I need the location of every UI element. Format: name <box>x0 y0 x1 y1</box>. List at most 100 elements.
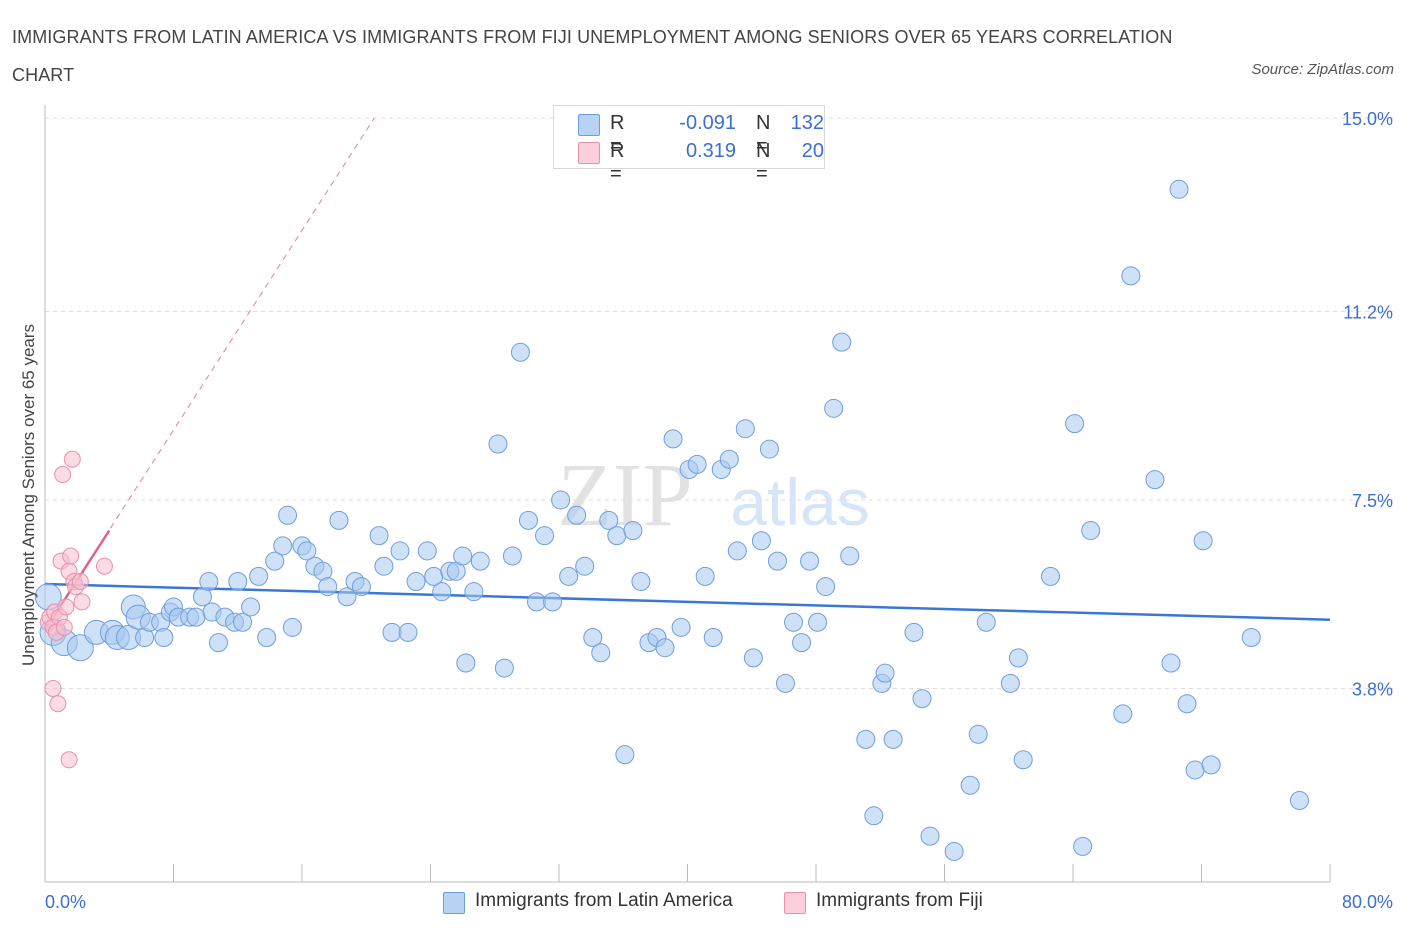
point-latin-america <box>1177 694 1197 714</box>
point-latin-america <box>282 617 302 637</box>
point-latin-america <box>599 510 619 530</box>
point-latin-america <box>1161 653 1181 673</box>
source-credit: Source: ZipAtlas.com <box>1251 61 1394 78</box>
point-latin-america <box>583 628 603 648</box>
bottom-legend-swatch-fiji <box>784 892 806 914</box>
point-latin-america <box>800 551 820 571</box>
point-latin-america <box>687 454 707 474</box>
y-tick-label: 11.2% <box>1343 303 1393 323</box>
point-latin-america <box>904 622 924 642</box>
point-latin-america <box>968 724 988 744</box>
point-fiji <box>55 618 73 636</box>
point-latin-america <box>976 612 996 632</box>
r-value: 0.319 <box>685 140 736 162</box>
point-latin-america <box>1081 521 1101 541</box>
point-latin-america <box>510 342 530 362</box>
point-latin-america <box>208 633 228 653</box>
point-latin-america <box>543 592 563 612</box>
point-latin-america <box>663 429 683 449</box>
r-label: R = <box>610 112 625 157</box>
point-latin-america <box>228 571 248 591</box>
point-latin-america <box>278 505 298 525</box>
bottom-legend-label: Immigrants from Latin America <box>475 890 733 911</box>
point-latin-america <box>535 526 555 546</box>
point-latin-america <box>488 434 508 454</box>
point-latin-america <box>727 541 747 561</box>
point-latin-america <box>154 628 174 648</box>
point-latin-america <box>1201 755 1221 775</box>
point-latin-america <box>464 582 484 602</box>
point-latin-america <box>703 628 723 648</box>
point-latin-america <box>432 582 452 602</box>
point-latin-america <box>390 541 410 561</box>
point-latin-america <box>1008 648 1028 668</box>
point-latin-america <box>743 648 763 668</box>
point-latin-america <box>456 653 476 673</box>
point-latin-america <box>695 566 715 586</box>
point-latin-america <box>808 612 828 632</box>
point-latin-america <box>551 490 571 510</box>
point-latin-america <box>671 617 691 637</box>
point-latin-america <box>318 577 338 597</box>
chart-title: IMMIGRANTS FROM LATIN AMERICA VS IMMIGRA… <box>12 27 1173 85</box>
point-latin-america <box>920 826 940 846</box>
point-latin-america <box>1193 531 1213 551</box>
point-latin-america <box>623 521 643 541</box>
point-latin-america <box>417 541 437 561</box>
watermark-atlas: atlas <box>730 465 869 539</box>
point-latin-america <box>1241 628 1261 648</box>
point-fiji <box>95 557 113 575</box>
point-latin-america <box>751 531 771 551</box>
point-latin-america <box>1121 266 1141 286</box>
x-tick-label-min: 0.0% <box>45 892 86 912</box>
point-latin-america <box>864 806 884 826</box>
axes <box>44 105 1331 883</box>
point-latin-america <box>494 658 514 678</box>
bottom-legend-swatch-latin-america <box>443 892 465 914</box>
watermark: ZIP atlas <box>558 446 870 545</box>
n-label: N = <box>756 112 771 157</box>
point-latin-america <box>883 729 903 749</box>
point-fiji <box>63 450 81 468</box>
point-latin-america <box>944 841 964 861</box>
point-latin-america <box>735 419 755 439</box>
y-axis-label: Unemployment Among Seniors over 65 years <box>19 324 38 666</box>
point-fiji <box>71 572 89 590</box>
point-latin-america <box>233 612 253 632</box>
point-latin-america <box>832 332 852 352</box>
point-latin-america <box>1289 791 1309 811</box>
point-fiji <box>57 598 75 616</box>
point-latin-america <box>615 745 635 765</box>
point-latin-america <box>1113 704 1133 724</box>
point-latin-america <box>856 729 876 749</box>
point-latin-america <box>66 634 94 662</box>
point-latin-america <box>518 510 538 530</box>
point-latin-america <box>655 638 675 658</box>
point-latin-america <box>297 541 317 561</box>
point-latin-america <box>559 566 579 586</box>
point-latin-america <box>265 551 285 571</box>
point-fiji <box>73 593 91 611</box>
point-latin-america <box>329 510 349 530</box>
point-latin-america <box>398 622 418 642</box>
r-label: R = <box>610 140 625 185</box>
point-latin-america <box>257 628 277 648</box>
point-latin-america <box>241 597 261 617</box>
point-latin-america <box>875 663 895 683</box>
point-latin-america <box>1000 673 1020 693</box>
point-latin-america <box>1145 470 1165 490</box>
point-latin-america <box>824 398 844 418</box>
n-value: 132 <box>790 112 824 134</box>
point-fiji <box>54 466 72 484</box>
point-latin-america <box>607 526 627 546</box>
point-fiji <box>49 695 67 713</box>
trend-lines <box>43 117 1331 631</box>
point-latin-america <box>1041 566 1061 586</box>
point-fiji <box>62 547 80 565</box>
point-latin-america <box>1169 179 1189 199</box>
point-latin-america <box>337 587 357 607</box>
trend-line-latin-america <box>44 582 1331 621</box>
point-latin-america <box>960 775 980 795</box>
legend-swatch-latin-america <box>578 114 600 136</box>
stats-legend: R = -0.091 N = 132 R = 0.319 N = 20 <box>553 105 825 185</box>
